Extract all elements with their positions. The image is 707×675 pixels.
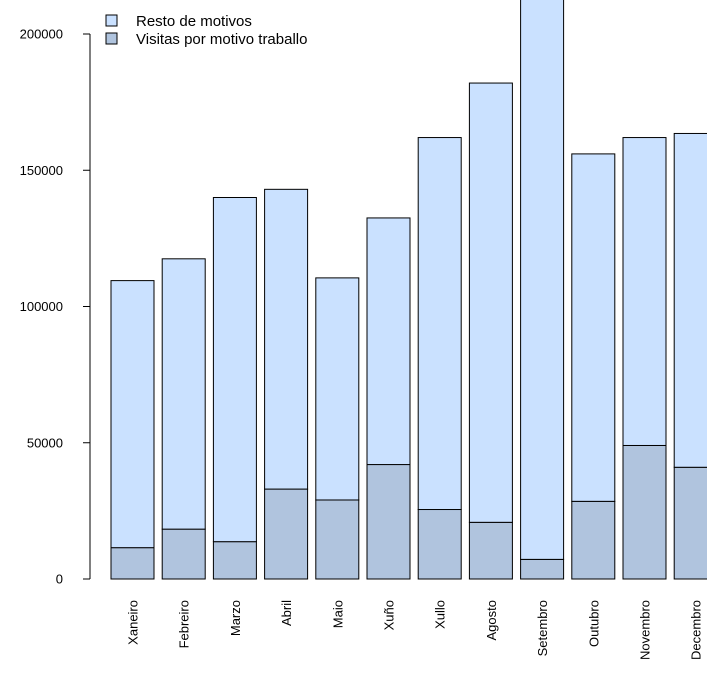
y-tick-label: 0 xyxy=(56,572,63,587)
x-tick-label: Outubro xyxy=(586,600,601,647)
y-tick-label: 100000 xyxy=(20,299,63,314)
bar-segment xyxy=(366,217,411,466)
bar-segment xyxy=(520,0,565,560)
bar-segment xyxy=(673,132,707,468)
y-tick-label: 150000 xyxy=(20,163,63,178)
x-tick-label: Marzo xyxy=(228,600,243,636)
bar-segment xyxy=(161,258,206,530)
x-tick-label: Maio xyxy=(330,600,345,628)
bar-segment xyxy=(366,464,411,580)
bar-segment xyxy=(417,137,462,511)
bar-segment xyxy=(110,547,155,580)
x-tick-label: Xuño xyxy=(382,600,397,630)
bar-segment xyxy=(161,528,206,580)
x-tick-label: Novembro xyxy=(638,600,653,660)
y-tick-label: 50000 xyxy=(27,435,63,450)
x-tick-label: Decembro xyxy=(689,600,704,660)
legend-swatch xyxy=(105,32,118,45)
x-tick-label: Abril xyxy=(279,600,294,626)
bar-segment xyxy=(110,280,155,549)
bar-segment xyxy=(264,488,309,580)
bar-segment xyxy=(468,521,513,580)
bar-segment xyxy=(417,509,462,580)
y-tick-label: 200000 xyxy=(20,27,63,42)
bar-segment xyxy=(571,500,616,580)
bar-segment xyxy=(673,466,707,580)
x-tick-label: Setembro xyxy=(535,600,550,656)
bar-segment xyxy=(571,153,616,502)
legend-label: Visitas por motivo traballo xyxy=(136,31,307,48)
x-tick-label: Xaneiro xyxy=(126,600,141,645)
bar-segment xyxy=(520,558,565,580)
bar-segment xyxy=(212,197,257,543)
bar-segment xyxy=(468,82,513,523)
bar-segment xyxy=(315,499,360,580)
bar-segment xyxy=(315,277,360,501)
y-axis: 0 50000 100000 150000 200000 xyxy=(20,27,91,587)
legend-swatch xyxy=(105,14,118,27)
x-tick-label: Xullo xyxy=(433,600,448,629)
x-tick-label: Febreiro xyxy=(177,600,192,648)
bars xyxy=(110,0,707,580)
x-tick-label: Agosto xyxy=(484,600,499,640)
bar-segment xyxy=(212,541,257,580)
legend-label: Resto de motivos xyxy=(136,13,252,30)
bar-segment xyxy=(264,188,309,490)
bar-segment xyxy=(622,444,667,580)
x-axis-labels: Xaneiro Febreiro Marzo Abril Maio Xuño Xullo Ag… xyxy=(126,600,704,660)
bar-segment xyxy=(622,137,667,446)
